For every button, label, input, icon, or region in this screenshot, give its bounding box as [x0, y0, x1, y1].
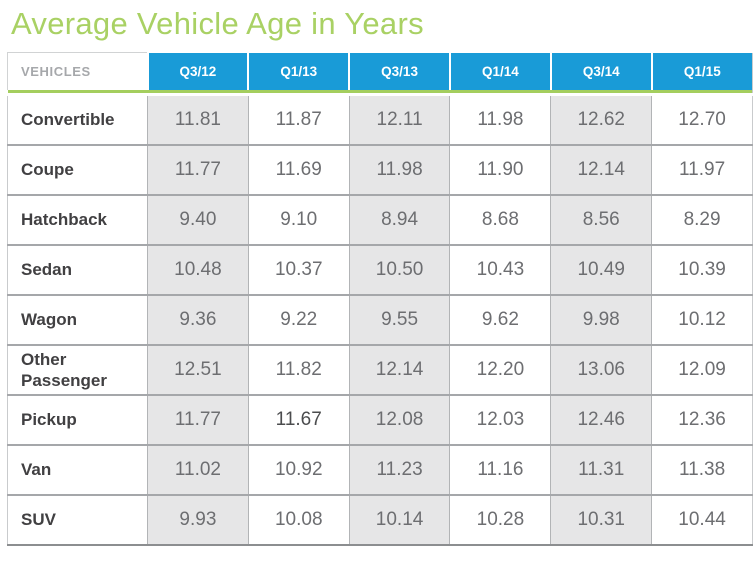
- page-title: Average Vehicle Age in Years: [11, 6, 424, 41]
- value-cell: 12.09: [651, 344, 753, 395]
- value-cell: 9.55: [348, 294, 450, 345]
- row-label: Hatchback: [7, 194, 148, 245]
- value-cell: 10.28: [449, 494, 551, 545]
- value-cell: 11.77: [147, 144, 249, 195]
- value-cell: 11.82: [247, 344, 350, 395]
- value-cell: 8.94: [348, 194, 450, 245]
- table-row: Other Passenger 12.51 11.82 12.14 12.20 13.06…: [7, 344, 753, 395]
- row-label: Pickup: [7, 394, 148, 445]
- value-cell: 11.98: [449, 94, 551, 145]
- table-row: Wagon 9.36 9.22 9.55 9.62 9.98 10.12: [7, 294, 753, 345]
- value-cell: 9.98: [550, 294, 652, 345]
- column-header-q1-13: Q1/13: [247, 52, 350, 90]
- value-cell: 12.51: [147, 344, 249, 395]
- value-cell: 10.37: [247, 244, 350, 295]
- value-cell: 12.11: [348, 94, 450, 145]
- value-cell: 10.48: [147, 244, 249, 295]
- value-cell: 12.46: [550, 394, 652, 445]
- column-header-q3-14: Q3/14: [549, 52, 652, 90]
- value-cell: 11.77: [147, 394, 249, 445]
- column-header-q1-14: Q1/14: [448, 52, 551, 90]
- value-cell: 11.81: [147, 94, 249, 145]
- table-body: Convertible 11.81 11.87 12.11 11.98 12.62 12.7…: [7, 89, 753, 545]
- page: Average Vehicle Age in Years VEHICLES Q3…: [7, 6, 753, 546]
- value-cell: 9.93: [147, 494, 249, 545]
- value-cell: 8.68: [449, 194, 551, 245]
- row-label: SUV: [7, 494, 148, 545]
- value-cell: 9.22: [247, 294, 350, 345]
- value-cell: 13.06: [550, 344, 652, 395]
- value-cell: 11.31: [550, 444, 652, 495]
- row-label: Sedan: [7, 244, 148, 295]
- value-cell: 11.16: [449, 444, 551, 495]
- value-cell: 11.98: [348, 144, 450, 195]
- value-cell: 10.31: [550, 494, 652, 545]
- row-label: Convertible: [7, 94, 148, 145]
- value-cell: 9.36: [147, 294, 249, 345]
- table-row: Coupe 11.77 11.69 11.98 11.90 12.14 11.97: [7, 144, 753, 195]
- value-cell: 12.03: [449, 394, 551, 445]
- value-cell: 11.90: [449, 144, 551, 195]
- header-row: VEHICLES Q3/12 Q1/13 Q3/13 Q1/14 Q3/14 Q1/15: [7, 52, 753, 90]
- value-cell: 10.12: [651, 294, 753, 345]
- column-header-q1-15: Q1/15: [650, 52, 753, 90]
- table-row: SUV 9.93 10.08 10.14 10.28 10.31 10.44: [7, 494, 753, 545]
- row-label: Other Passenger: [7, 344, 148, 395]
- value-cell: 10.08: [247, 494, 350, 545]
- value-cell: 10.43: [449, 244, 551, 295]
- value-cell: 12.36: [651, 394, 753, 445]
- column-header-vehicles: VEHICLES: [7, 52, 148, 90]
- column-header-q3-13: Q3/13: [348, 52, 450, 90]
- value-cell: 12.14: [348, 344, 450, 395]
- table-row: Van 11.02 10.92 11.23 11.16 11.31 11.38: [7, 444, 753, 495]
- value-cell: 9.10: [247, 194, 350, 245]
- value-cell: 10.44: [651, 494, 753, 545]
- value-cell: 10.14: [348, 494, 450, 545]
- table-row: Convertible 11.81 11.87 12.11 11.98 12.62 12.7…: [7, 94, 753, 145]
- value-cell: 11.67: [247, 394, 350, 445]
- value-cell: 11.38: [651, 444, 753, 495]
- value-cell: 10.49: [550, 244, 652, 295]
- value-cell: 10.50: [348, 244, 450, 295]
- value-cell: 11.97: [651, 144, 753, 195]
- value-cell: 12.62: [550, 94, 652, 145]
- table-row: Hatchback 9.40 9.10 8.94 8.68 8.56 8.29: [7, 194, 753, 245]
- value-cell: 8.56: [550, 194, 652, 245]
- row-label: Wagon: [7, 294, 148, 345]
- value-cell: 11.69: [247, 144, 350, 195]
- value-cell: 9.62: [449, 294, 551, 345]
- value-cell: 10.92: [247, 444, 350, 495]
- row-label: Van: [7, 444, 148, 495]
- green-divider-cell: [7, 89, 753, 96]
- value-cell: 12.70: [651, 94, 753, 145]
- table-row: Pickup 11.77 11.67 12.08 12.03 12.46 12.36: [7, 394, 753, 445]
- value-cell: 11.02: [147, 444, 249, 495]
- value-cell: 9.40: [147, 194, 249, 245]
- table-row: Sedan 10.48 10.37 10.50 10.43 10.49 10.39: [7, 244, 753, 295]
- value-cell: 12.14: [550, 144, 652, 195]
- value-cell: 11.87: [247, 94, 350, 145]
- value-cell: 10.39: [651, 244, 753, 295]
- value-cell: 12.08: [348, 394, 450, 445]
- value-cell: 11.23: [348, 444, 450, 495]
- value-cell: 12.20: [449, 344, 551, 395]
- green-divider: [7, 89, 753, 96]
- column-header-q3-12: Q3/12: [146, 52, 249, 90]
- table-header: VEHICLES Q3/12 Q1/13 Q3/13 Q1/14 Q3/14 Q1/15: [7, 52, 753, 90]
- row-label: Coupe: [7, 144, 148, 195]
- vehicle-age-table: VEHICLES Q3/12 Q1/13 Q3/13 Q1/14 Q3/14 Q1/15 …: [7, 52, 753, 546]
- value-cell: 8.29: [651, 194, 753, 245]
